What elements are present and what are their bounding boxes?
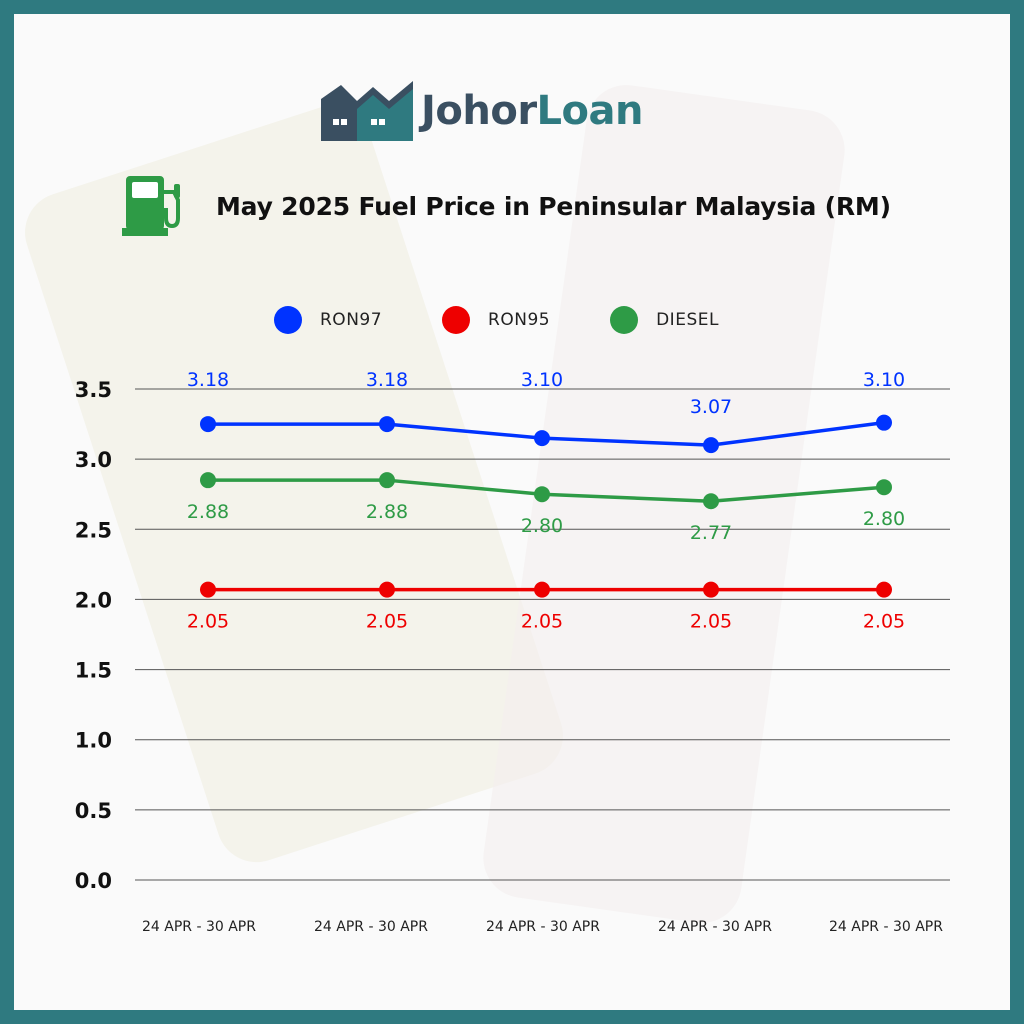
data-label-ron97: 3.18 [366, 369, 408, 391]
data-label-ron97: 3.07 [690, 396, 732, 418]
data-label-ron97: 3.10 [863, 369, 905, 391]
y-tick-label: 0.0 [75, 869, 112, 893]
legend-dot-ron95 [442, 306, 471, 334]
x-tick-label: 24 APR - 30 APR [486, 919, 600, 935]
data-label-diesel: 2.77 [690, 522, 732, 544]
data-point-diesel [200, 472, 216, 489]
y-tick-label: 0.5 [75, 799, 112, 823]
x-tick-label: 24 APR - 30 APR [142, 919, 256, 935]
data-point-ron97 [876, 414, 892, 431]
data-label-ron97: 3.18 [187, 369, 229, 391]
title-row: May 2025 Fuel Price in Peninsular Malays… [122, 170, 922, 242]
data-label-diesel: 2.88 [366, 501, 408, 523]
fuel-pump-icon [122, 176, 180, 236]
x-tick-label: 24 APR - 30 APR [314, 919, 428, 935]
y-tick-label: 1.5 [75, 659, 112, 683]
data-point-ron95 [200, 581, 216, 598]
y-tick-label: 2.5 [75, 518, 112, 542]
data-point-ron97 [200, 416, 216, 433]
y-tick-label: 1.0 [75, 729, 112, 753]
brand-name-part2: Loan [536, 88, 644, 134]
data-point-ron97 [534, 430, 550, 447]
data-point-ron95 [703, 581, 719, 598]
data-label-ron95: 2.05 [690, 611, 732, 633]
y-tick-label: 3.0 [75, 448, 112, 472]
legend-item-ron95: RON95 [442, 306, 550, 334]
chart-legend: RON97 RON95 DIESEL [274, 300, 834, 340]
data-point-diesel [379, 472, 395, 489]
legend-item-diesel: DIESEL [610, 306, 719, 334]
data-point-ron95 [534, 581, 550, 598]
data-label-ron95: 2.05 [521, 611, 563, 633]
data-point-ron95 [876, 581, 892, 598]
data-point-ron97 [379, 416, 395, 433]
y-tick-label: 3.5 [75, 378, 112, 402]
data-label-diesel: 2.88 [187, 501, 229, 523]
legend-dot-ron97 [274, 306, 302, 334]
legend-item-ron97: RON97 [274, 306, 382, 334]
poster-frame: JohorLoan May 2025 Fuel Price in Peninsu… [14, 14, 1010, 1010]
x-tick-label: 24 APR - 30 APR [658, 919, 772, 935]
legend-dot-diesel [610, 306, 639, 334]
brand-name: JohorLoan [421, 88, 643, 134]
house-logo-icon [321, 81, 413, 141]
y-tick-label: 2.0 [75, 588, 112, 612]
legend-label-diesel: DIESEL [656, 310, 719, 330]
data-point-ron97 [703, 437, 719, 454]
data-label-ron97: 3.10 [521, 369, 563, 391]
data-label-ron95: 2.05 [187, 611, 229, 633]
data-point-ron95 [379, 581, 395, 598]
data-label-ron95: 2.05 [366, 611, 408, 633]
data-point-diesel [703, 493, 719, 510]
data-label-ron95: 2.05 [863, 611, 905, 633]
data-label-diesel: 2.80 [521, 515, 563, 537]
data-label-diesel: 2.80 [863, 508, 905, 530]
legend-label-ron95: RON95 [488, 310, 551, 330]
brand-name-part1: Johor [421, 88, 537, 134]
chart-title: May 2025 Fuel Price in Peninsular Malays… [216, 191, 891, 221]
data-point-diesel [876, 479, 892, 496]
legend-label-ron97: RON97 [320, 310, 383, 330]
brand-logo: JohorLoan [319, 76, 719, 146]
data-point-diesel [534, 486, 550, 503]
x-tick-label: 24 APR - 30 APR [829, 919, 943, 935]
